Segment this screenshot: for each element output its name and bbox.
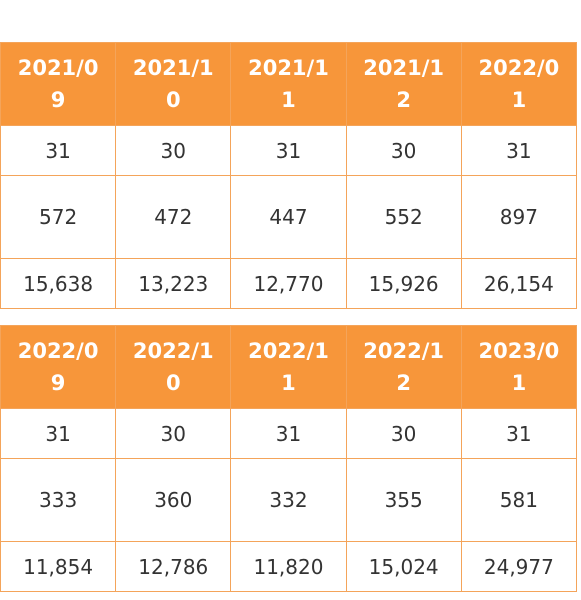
table-cell: 333: [0, 458, 117, 542]
table-cell: 15,926: [345, 258, 462, 309]
header-cell: 2022/11: [230, 325, 347, 409]
table-cell: 26,154: [460, 258, 578, 309]
table-cell: 31: [0, 408, 117, 459]
table-cell: 31: [230, 408, 347, 459]
table-cell: 355: [345, 458, 462, 542]
header-cell: 2021/09: [0, 42, 117, 126]
header-cell: 2021/11: [230, 42, 347, 126]
table-cell: 472: [115, 175, 232, 259]
table-cell: 30: [345, 125, 462, 176]
table-cell: 31: [0, 125, 117, 176]
data-table: 2021/09 2021/10 2021/11 2021/12 2022/01 31 30 3…: [0, 42, 578, 309]
table-cell: 447: [230, 175, 347, 259]
table-cell: 360: [115, 458, 232, 542]
table-cell: 30: [345, 408, 462, 459]
table-cell: 897: [460, 175, 578, 259]
table-cell: 581: [460, 458, 578, 542]
table-cell: 15,024: [345, 541, 462, 592]
table-row: 31 30 31 30 31: [0, 125, 578, 176]
table-cell: 31: [460, 408, 578, 459]
header-cell: 2022/12: [345, 325, 462, 409]
table-row: 15,638 13,223 12,770 15,926 26,154: [0, 258, 578, 309]
data-table: 2022/09 2022/10 2022/11 2022/12 2023/01 31 30 3…: [0, 325, 578, 592]
table-cell: 31: [460, 125, 578, 176]
table-cell: 13,223: [115, 258, 232, 309]
header-cell: 2022/01: [460, 42, 578, 126]
header-cell: 2022/09: [0, 325, 117, 409]
table-row: 11,854 12,786 11,820 15,024 24,977: [0, 541, 578, 592]
header-cell: 2023/01: [460, 325, 578, 409]
table-cell: 30: [115, 125, 232, 176]
table-cell: 30: [115, 408, 232, 459]
header-cell: 2022/10: [115, 325, 232, 409]
table-row: 333 360 332 355 581: [0, 458, 578, 542]
table-cell: 11,854: [0, 541, 117, 592]
table-cell: 12,770: [230, 258, 347, 309]
table-row: 31 30 31 30 31: [0, 408, 578, 459]
table-cell: 15,638: [0, 258, 117, 309]
table-cell: 332: [230, 458, 347, 542]
table-row: 572 472 447 552 897: [0, 175, 578, 259]
table-cell: 572: [0, 175, 117, 259]
header-row: 2022/09 2022/10 2022/11 2022/12 2023/01: [0, 325, 578, 409]
table-cell: 552: [345, 175, 462, 259]
table-cell: 24,977: [460, 541, 578, 592]
table-cell: 12,786: [115, 541, 232, 592]
header-cell: 2021/10: [115, 42, 232, 126]
header-row: 2021/09 2021/10 2021/11 2021/12 2022/01: [0, 42, 578, 126]
table-cell: 11,820: [230, 541, 347, 592]
table-cell: 31: [230, 125, 347, 176]
header-cell: 2021/12: [345, 42, 462, 126]
